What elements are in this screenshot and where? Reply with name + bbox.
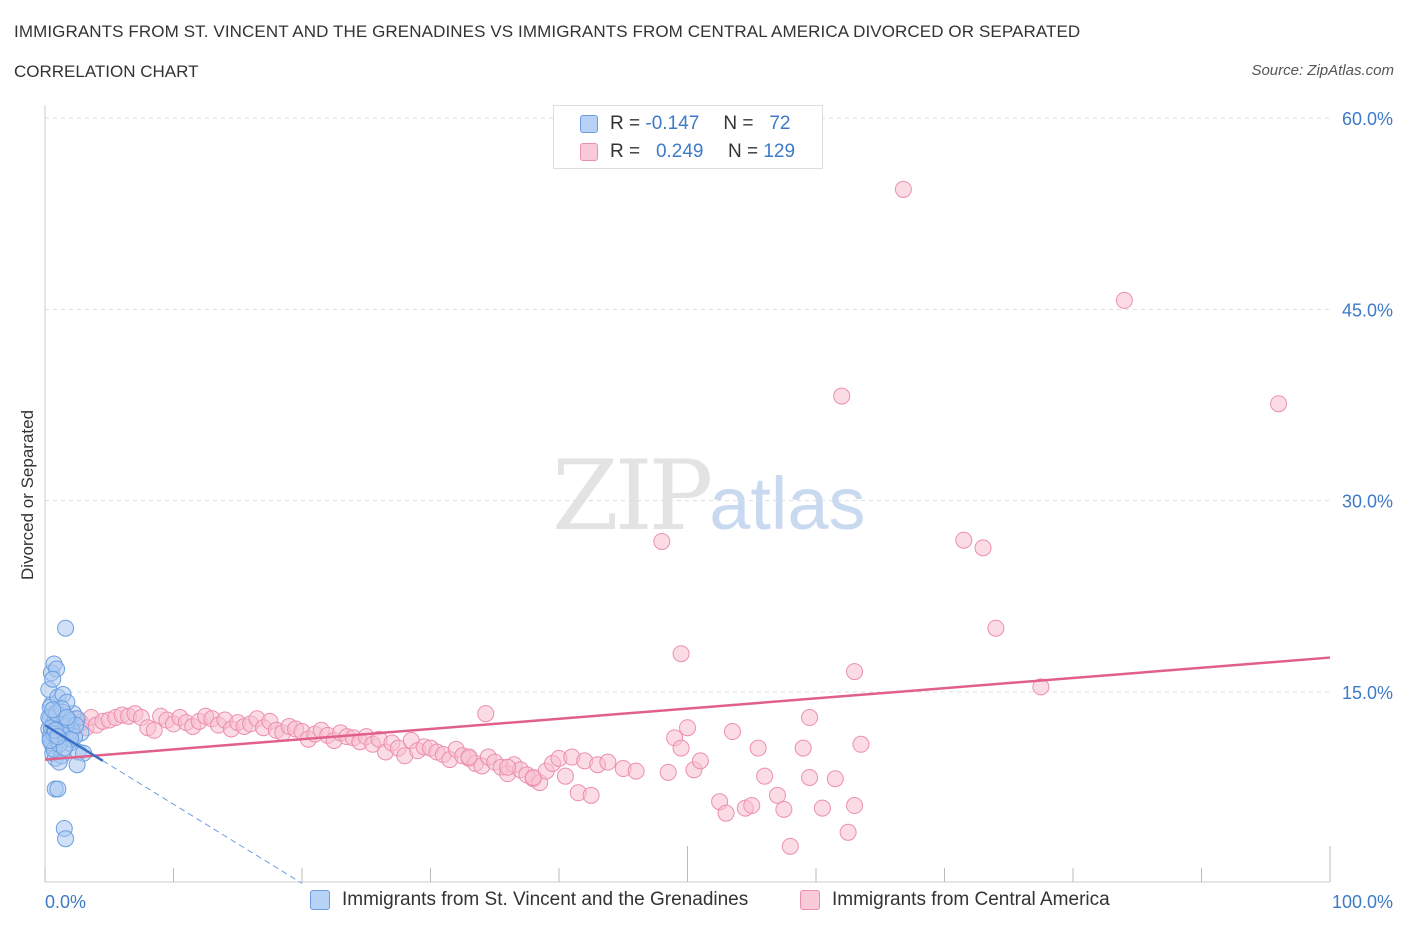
point-central-america bbox=[460, 748, 478, 766]
correlation-legend: R = -0.147 N = 72 R = 0.249 N = 129 bbox=[553, 105, 823, 169]
point-central-america bbox=[852, 735, 870, 753]
point-central-america bbox=[1270, 395, 1288, 413]
bottom-legend-swatch-blue bbox=[310, 890, 330, 910]
point-central-america bbox=[723, 723, 741, 741]
watermark-atlas: atlas bbox=[709, 462, 866, 545]
legend-r-label: R = bbox=[610, 113, 641, 134]
y-tick-label: 60.0% bbox=[1342, 109, 1393, 129]
point-central-america bbox=[659, 763, 677, 781]
watermark: ZIPatlas bbox=[552, 440, 866, 552]
point-central-america bbox=[826, 770, 844, 788]
series-st-vincent bbox=[40, 619, 93, 848]
chart-subtitle: CORRELATION CHART bbox=[14, 62, 199, 81]
legend-swatch-pink bbox=[580, 143, 598, 161]
watermark-zip: ZIP bbox=[552, 440, 713, 552]
legend-n-value: 72 bbox=[769, 113, 791, 134]
legend-n-value: 129 bbox=[763, 141, 796, 162]
x-tick-label: 100.0% bbox=[1332, 892, 1393, 912]
legend-r-value: -0.147 bbox=[645, 113, 700, 134]
legend-row-central-america: R = 0.249 N = 129 bbox=[554, 138, 795, 166]
point-st-vincent bbox=[44, 701, 62, 719]
y-axis-label: Divorced or Separated bbox=[18, 409, 37, 581]
point-st-vincent bbox=[58, 709, 76, 727]
source-label: Source: ZipAtlas.com bbox=[1251, 62, 1394, 79]
point-central-america bbox=[717, 804, 735, 822]
point-central-america bbox=[1032, 678, 1050, 696]
point-central-america bbox=[556, 767, 574, 785]
legend-n-label: N = bbox=[727, 141, 759, 162]
point-central-america bbox=[955, 531, 973, 549]
point-central-america bbox=[833, 387, 851, 405]
point-central-america bbox=[894, 180, 912, 198]
point-central-america bbox=[768, 786, 786, 804]
bottom-legend-label: Immigrants from St. Vincent and the Gren… bbox=[342, 889, 749, 910]
point-central-america bbox=[813, 799, 831, 817]
point-central-america bbox=[775, 800, 793, 818]
point-central-america bbox=[801, 768, 819, 786]
point-central-america bbox=[846, 797, 864, 815]
legend-n-label: N = bbox=[723, 113, 754, 134]
grid-lines bbox=[45, 117, 1330, 693]
point-central-america bbox=[499, 758, 517, 776]
point-central-america bbox=[477, 705, 495, 723]
point-st-vincent bbox=[49, 780, 67, 798]
point-central-america bbox=[781, 837, 799, 855]
bottom-legend-label: Immigrants from Central America bbox=[832, 889, 1110, 910]
tick-labels: 15.0% 30.0% 45.0% 60.0% 0.0% 100.0% bbox=[45, 109, 1393, 912]
chart-title: IMMIGRANTS FROM ST. VINCENT AND THE GREN… bbox=[14, 22, 1081, 41]
bottom-legend-central-america: Immigrants from Central America bbox=[800, 889, 1110, 911]
point-central-america bbox=[653, 532, 671, 550]
trend-line-st-vincent bbox=[44, 724, 104, 762]
point-central-america bbox=[627, 762, 645, 780]
trend-line-st-vincent-extension bbox=[102, 760, 303, 884]
bottom-legend-swatch-pink bbox=[800, 890, 820, 910]
point-central-america bbox=[749, 739, 767, 757]
point-central-america bbox=[839, 823, 857, 841]
y-tick-label: 15.0% bbox=[1342, 683, 1393, 703]
trend-line-central-america bbox=[44, 656, 1331, 761]
point-central-america bbox=[145, 721, 163, 739]
point-central-america bbox=[846, 663, 864, 681]
point-st-vincent bbox=[57, 830, 75, 848]
point-central-america bbox=[1115, 291, 1133, 309]
bottom-legend-st-vincent: Immigrants from St. Vincent and the Gren… bbox=[310, 889, 748, 911]
point-central-america bbox=[794, 739, 812, 757]
series-central-america bbox=[46, 180, 1288, 855]
x-tick-label: 0.0% bbox=[45, 892, 86, 912]
y-tick-label: 30.0% bbox=[1342, 492, 1393, 512]
legend-swatch-blue bbox=[580, 115, 598, 133]
legend-r-label: R = bbox=[610, 141, 641, 162]
point-central-america bbox=[756, 767, 774, 785]
point-st-vincent bbox=[44, 670, 62, 688]
point-central-america bbox=[987, 619, 1005, 637]
point-central-america bbox=[672, 739, 690, 757]
point-central-america bbox=[801, 709, 819, 727]
y-tick-label: 45.0% bbox=[1342, 300, 1393, 320]
point-central-america bbox=[691, 752, 709, 770]
point-st-vincent bbox=[68, 756, 86, 774]
point-central-america bbox=[582, 786, 600, 804]
point-central-america bbox=[524, 768, 542, 786]
point-central-america bbox=[974, 539, 992, 557]
legend-r-value: 0.249 bbox=[655, 141, 704, 162]
point-central-america bbox=[672, 645, 690, 663]
point-central-america bbox=[679, 719, 696, 737]
trend-lines bbox=[44, 656, 1331, 884]
point-st-vincent bbox=[57, 619, 75, 637]
point-central-america bbox=[599, 753, 617, 771]
point-central-america bbox=[743, 797, 761, 815]
legend-row-st-vincent: R = -0.147 N = 72 bbox=[554, 110, 790, 138]
